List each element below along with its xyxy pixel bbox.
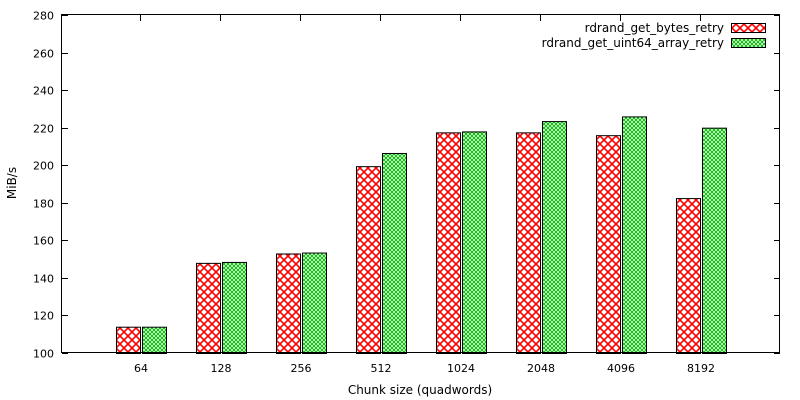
bar-bytes-4096 [596,135,621,354]
bar-uint64-64 [142,326,167,355]
y-tick-label: 260 [33,48,54,61]
x-tick-label: 64 [134,362,148,375]
x-tick-label: 1024 [447,362,475,375]
y-tick-label: 180 [33,198,54,211]
bar-bytes-256 [276,253,301,355]
y-tick-label: 280 [33,10,54,23]
x-axis-title: Chunk size (quadwords) [348,383,492,397]
bar-uint64-4096 [622,116,647,355]
legend-label: rdrand_get_uint64_array_retry [542,36,724,50]
x-axis: 64 128 256 512 1024 2048 4096 8192 [134,15,715,375]
y-axis-title: MiB/s [5,167,19,199]
bar-bytes-8192 [676,198,701,354]
bar-bytes-512 [356,166,381,354]
bar-uint64-256 [302,252,327,355]
x-tick-label: 4096 [607,362,635,375]
legend-swatch [731,23,766,33]
bars-layer [116,116,727,355]
y-tick-label: 200 [33,160,54,173]
y-tick-label: 240 [33,85,54,98]
bar-bytes-64 [116,326,141,355]
x-tick-label: 2048 [527,362,555,375]
x-tick-label: 128 [211,362,232,375]
y-tick-label: 100 [33,348,54,361]
bar-uint64-512 [382,153,407,354]
plot-frame [61,14,780,353]
legend-label: rdrand_get_bytes_retry [585,21,724,35]
y-tick-label: 120 [33,310,54,323]
bar-uint64-128 [222,261,247,354]
y-axis: 100 120 140 160 180 200 220 240 260 280 [33,10,780,361]
legend-swatch [731,38,766,48]
bar-bytes-1024 [436,132,461,354]
x-tick-label: 256 [291,362,312,375]
bar-uint64-1024 [462,131,487,354]
y-tick-label: 220 [33,123,54,136]
y-tick-label: 160 [33,235,54,248]
bar-bytes-2048 [516,132,541,354]
x-tick-label: 512 [371,362,392,375]
bar-uint64-8192 [702,127,727,354]
y-tick-label: 140 [33,273,54,286]
x-tick-label: 8192 [687,362,715,375]
bar-uint64-2048 [542,121,567,354]
legend: rdrand_get_bytes_retryrdrand_get_uint64_… [542,21,766,50]
bar-bytes-128 [196,262,221,354]
